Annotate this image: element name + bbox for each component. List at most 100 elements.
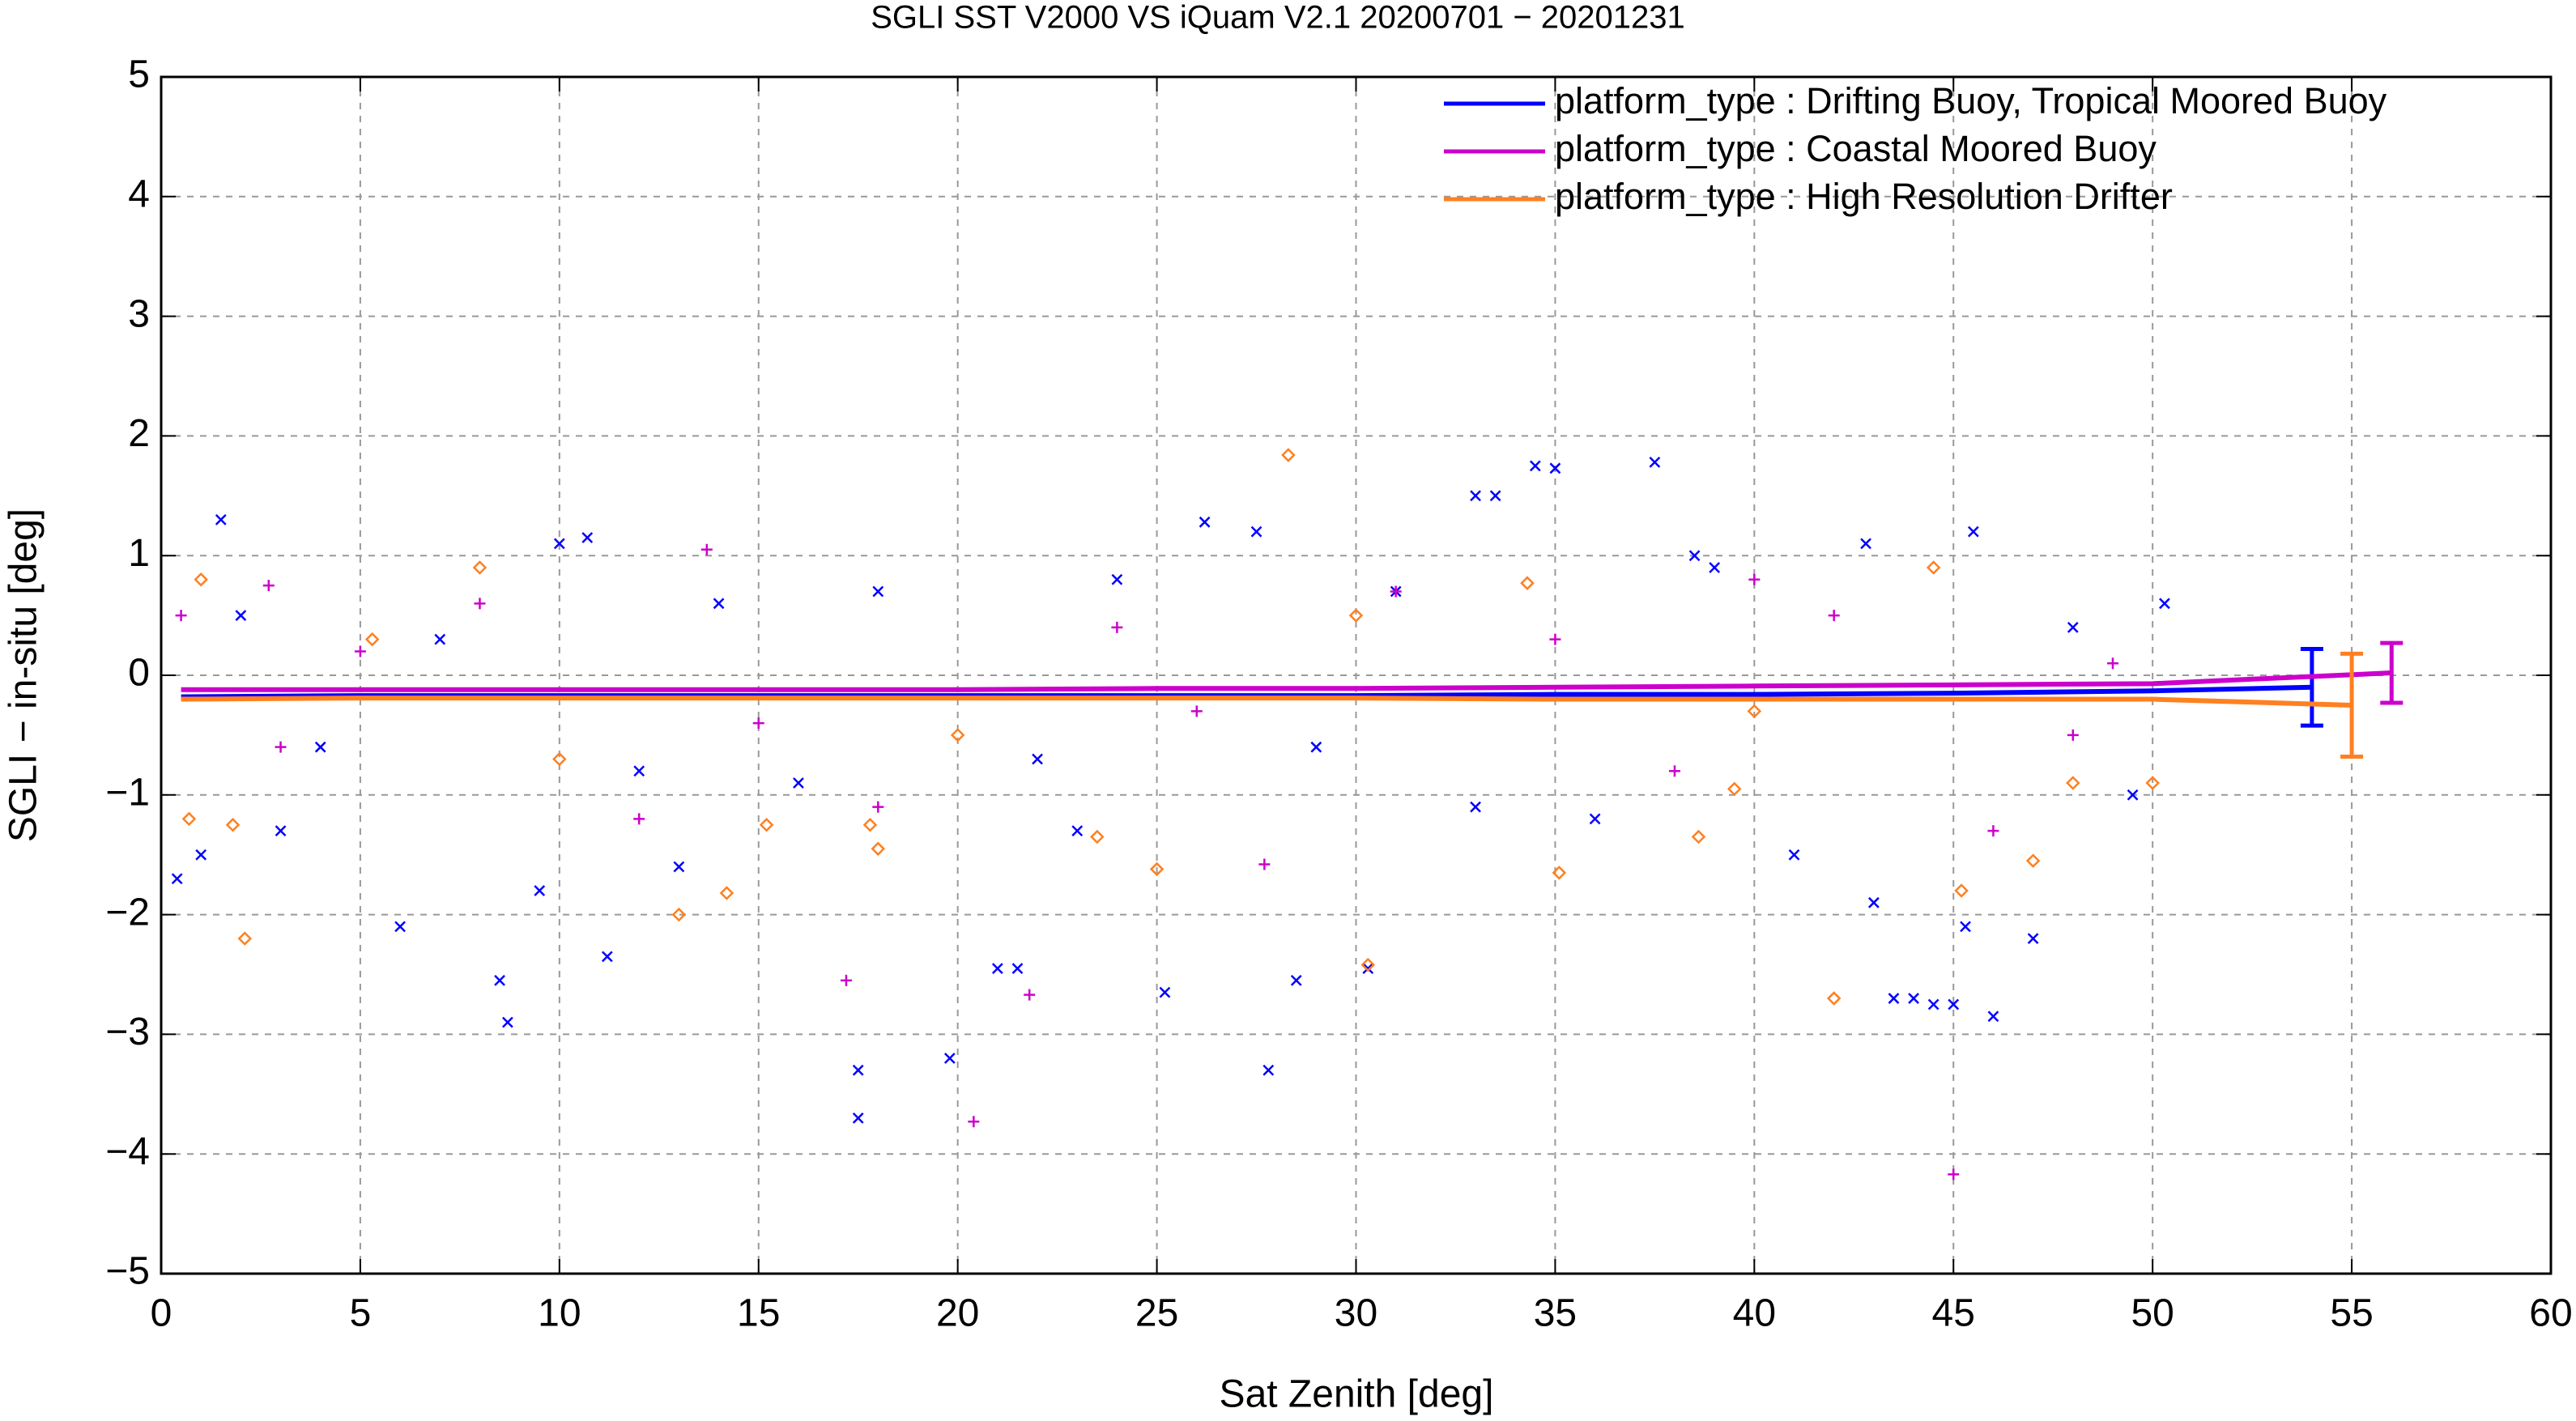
point — [1828, 610, 1840, 622]
point — [1111, 621, 1123, 633]
x-tick-label: 40 — [1733, 1292, 1776, 1335]
point — [175, 610, 187, 622]
point — [872, 801, 884, 813]
point — [1691, 829, 1706, 845]
point — [1649, 457, 1661, 468]
y-axis-label: SGLI − in-situ [deg] — [2, 508, 45, 842]
point — [553, 538, 565, 550]
point — [1520, 576, 1535, 590]
y-tick-label: −1 — [105, 771, 150, 814]
x-tick-label: 35 — [1534, 1292, 1577, 1335]
point — [1549, 462, 1561, 474]
point — [759, 817, 774, 832]
point — [215, 513, 227, 525]
point — [394, 921, 406, 933]
point — [1024, 989, 1036, 1001]
legend-label: platform_type : High Resolution Drifter — [1555, 176, 2173, 217]
point — [1826, 991, 1842, 1006]
point — [552, 751, 567, 767]
point — [181, 811, 197, 827]
point — [1747, 704, 1762, 719]
x-tick-label: 10 — [538, 1292, 581, 1335]
point — [171, 873, 183, 885]
point — [1489, 490, 1501, 502]
point — [1908, 993, 1919, 1004]
point — [581, 532, 594, 543]
point — [1190, 705, 1203, 717]
point — [1529, 460, 1541, 472]
point — [862, 817, 878, 832]
point — [314, 741, 326, 753]
point — [2067, 621, 2079, 633]
point — [1948, 998, 1960, 1010]
point — [434, 633, 446, 645]
y-tick-label: 1 — [128, 532, 150, 575]
point — [1927, 998, 1939, 1010]
point — [2127, 789, 2139, 801]
point — [1549, 633, 1561, 645]
point — [1860, 538, 1871, 550]
point — [1470, 801, 1481, 813]
x-axis-label: Sat Zenith [deg] — [1220, 1373, 1494, 1416]
point — [364, 632, 380, 647]
point — [1071, 825, 1084, 837]
y-tick-label: 2 — [128, 412, 150, 455]
point — [1348, 608, 1364, 623]
point — [225, 817, 241, 832]
point — [1987, 825, 1999, 837]
point — [2106, 657, 2118, 670]
x-tick-label: 55 — [2330, 1292, 2373, 1335]
point — [671, 907, 687, 922]
y-tick-label: −4 — [105, 1130, 150, 1173]
point — [1589, 813, 1601, 825]
point — [2025, 853, 2041, 868]
point — [354, 645, 366, 657]
point — [968, 1116, 980, 1128]
x-tick-label: 15 — [737, 1292, 780, 1335]
point — [852, 1112, 864, 1124]
y-tick-label: 3 — [128, 292, 150, 335]
y-tick-label: 4 — [128, 172, 150, 215]
point — [275, 741, 287, 753]
point — [194, 572, 208, 587]
point — [1390, 585, 1402, 598]
point — [1867, 896, 1880, 908]
point — [474, 598, 486, 610]
point — [1199, 516, 1211, 528]
y-tick-label: −2 — [105, 891, 150, 934]
point — [1888, 993, 1900, 1004]
point — [1926, 560, 1941, 575]
chart-title: SGLI SST V2000 VS iQuam V2.1 20200701 − … — [871, 0, 1685, 36]
point — [840, 974, 852, 986]
x-tick-label: 5 — [350, 1292, 372, 1335]
point — [601, 951, 613, 963]
point — [1362, 963, 1374, 974]
point — [852, 1064, 864, 1076]
error-bar — [2380, 640, 2404, 705]
point — [1552, 866, 1567, 880]
point — [195, 849, 207, 861]
plot-frame — [160, 75, 2553, 1275]
point — [1149, 862, 1165, 877]
point — [2027, 933, 2039, 945]
point — [2159, 598, 2170, 610]
point — [1668, 765, 1680, 777]
point — [1159, 986, 1171, 998]
point — [872, 585, 884, 598]
point — [1258, 858, 1271, 870]
point — [1948, 1168, 1960, 1181]
error-bar — [2340, 651, 2364, 759]
legend-label: platform_type : Coastal Moored Buoy — [1555, 128, 2157, 169]
point — [1281, 448, 1296, 462]
point — [719, 886, 734, 900]
point — [793, 777, 804, 789]
point — [1470, 490, 1481, 502]
point — [1310, 741, 1322, 753]
x-tick-label: 20 — [936, 1292, 979, 1335]
point — [1954, 883, 1969, 898]
mean-line — [181, 696, 2352, 708]
point — [502, 1016, 513, 1028]
legend-label: platform_type : Drifting Buoy, Tropical … — [1555, 80, 2387, 121]
point — [1032, 753, 1043, 765]
